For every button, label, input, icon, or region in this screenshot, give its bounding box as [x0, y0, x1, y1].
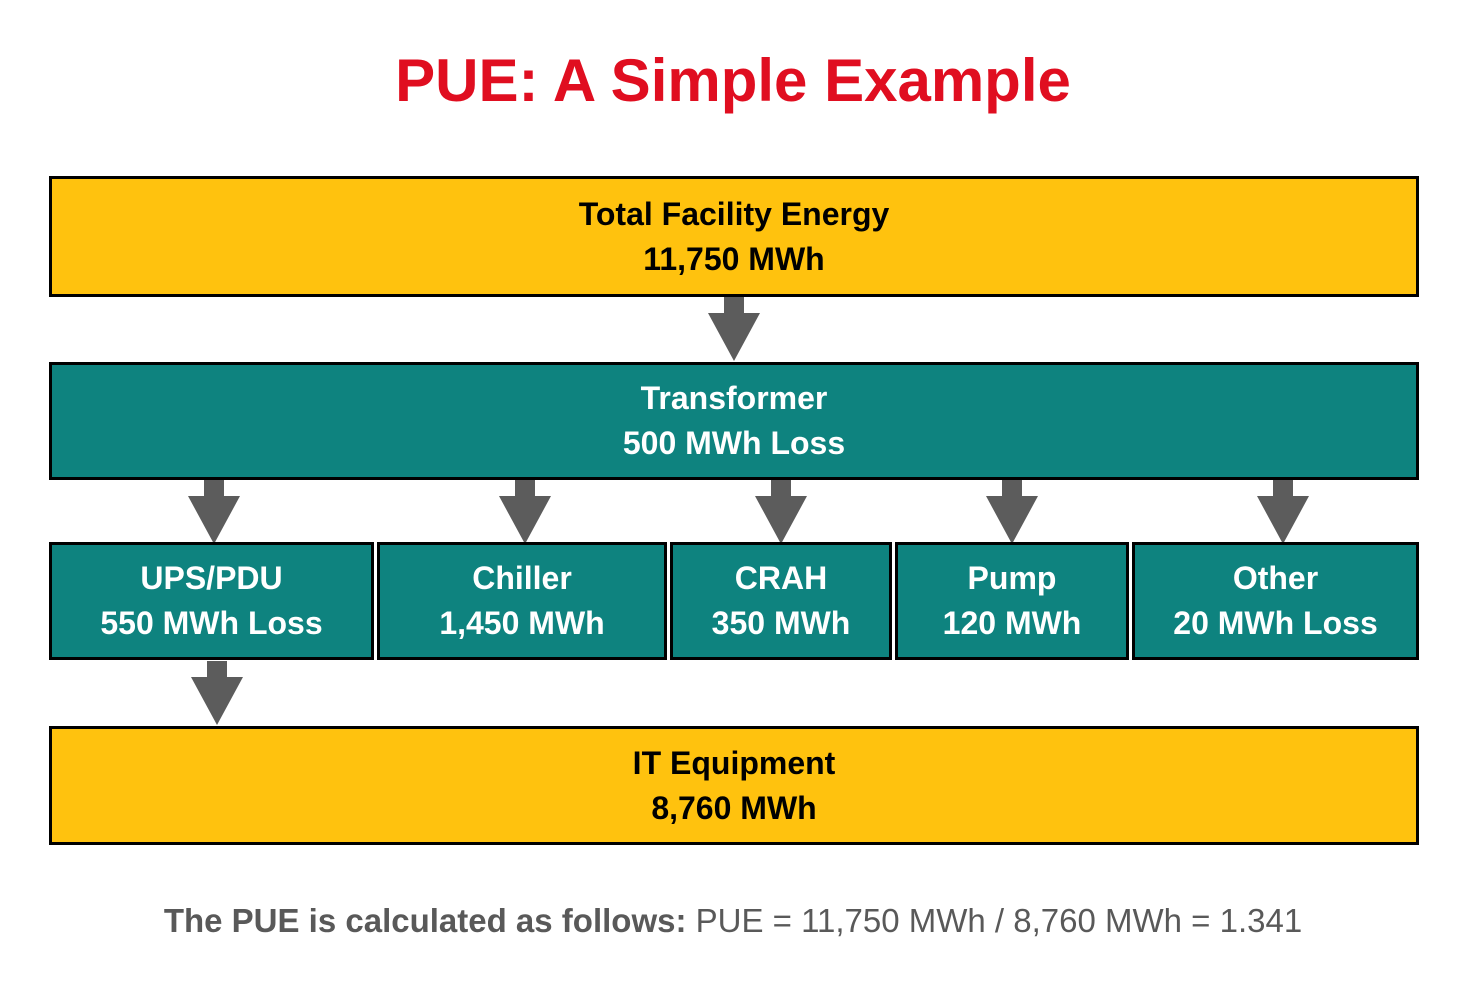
it-equipment-box: IT Equipment 8,760 MWh	[49, 726, 1419, 845]
it-equipment-label: IT Equipment	[632, 744, 836, 781]
down-arrow-icon	[1255, 480, 1311, 544]
total-facility-energy-value: 11,750 MWh	[643, 240, 825, 277]
total-facility-energy-label: Total Facility Energy	[578, 195, 890, 232]
ups-pdu-value: 550 MWh Loss	[100, 605, 323, 641]
down-arrow-icon	[753, 480, 809, 544]
chiller-label: Chiller	[472, 560, 572, 596]
chiller-value: 1,450 MWh	[439, 605, 605, 641]
other-value: 20 MWh Loss	[1173, 605, 1378, 641]
ups-pdu-box: UPS/PDU 550 MWh Loss	[49, 542, 374, 660]
ups-pdu-label: UPS/PDU	[140, 560, 283, 596]
down-arrow-icon	[497, 480, 553, 544]
chiller-box: Chiller 1,450 MWh	[377, 542, 667, 660]
page-title: PUE: A Simple Example	[395, 47, 1071, 114]
down-arrow-icon	[984, 480, 1040, 544]
crah-box: CRAH 350 MWh	[670, 542, 892, 660]
crah-value: 350 MWh	[711, 605, 851, 641]
pump-label: Pump	[967, 560, 1057, 596]
pump-value: 120 MWh	[942, 605, 1082, 641]
pump-box: Pump 120 MWh	[895, 542, 1129, 660]
it-equipment-value: 8,760 MWh	[651, 789, 817, 826]
transformer-box: Transformer 500 MWh Loss	[49, 362, 1419, 480]
pue-formula-label: The PUE is calculated as follows:	[163, 902, 687, 939]
other-label: Other	[1232, 560, 1319, 596]
down-arrow-icon	[186, 480, 242, 544]
pue-formula: The PUE is calculated as follows: PUE = …	[0, 902, 1466, 940]
down-arrow-icon	[706, 297, 762, 361]
total-facility-energy-box: Total Facility Energy 11,750 MWh	[49, 176, 1419, 297]
pue-formula-value: PUE = 11,750 MWh / 8,760 MWh = 1.341	[695, 902, 1303, 939]
transformer-label: Transformer	[640, 380, 828, 416]
transformer-value: 500 MWh Loss	[622, 425, 846, 461]
other-box: Other 20 MWh Loss	[1132, 542, 1419, 660]
crah-label: CRAH	[734, 560, 828, 596]
down-arrow-icon	[189, 661, 245, 725]
